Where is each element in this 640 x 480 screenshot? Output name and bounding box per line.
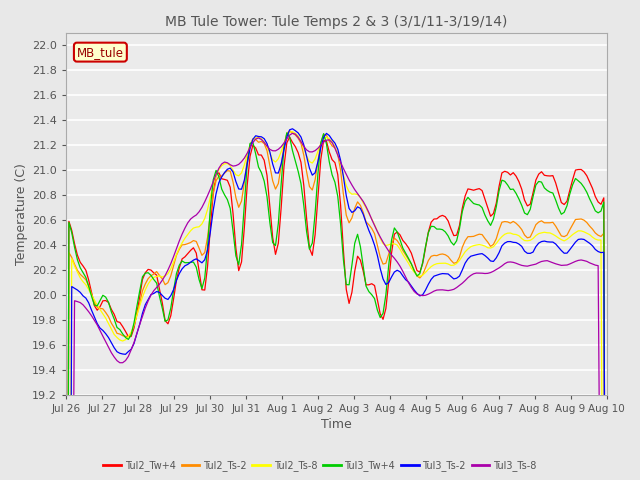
Legend: Tul2_Tw+4, Tul2_Ts-2, Tul2_Ts-8, Tul3_Tw+4, Tul3_Ts-2, Tul3_Ts-8: Tul2_Tw+4, Tul2_Ts-2, Tul2_Ts-8, Tul3_Tw…	[100, 456, 540, 475]
X-axis label: Time: Time	[321, 419, 352, 432]
Y-axis label: Temperature (C): Temperature (C)	[15, 163, 28, 265]
Text: MB_tule: MB_tule	[77, 46, 124, 59]
Title: MB Tule Tower: Tule Temps 2 & 3 (3/1/11-3/19/14): MB Tule Tower: Tule Temps 2 & 3 (3/1/11-…	[165, 15, 508, 29]
